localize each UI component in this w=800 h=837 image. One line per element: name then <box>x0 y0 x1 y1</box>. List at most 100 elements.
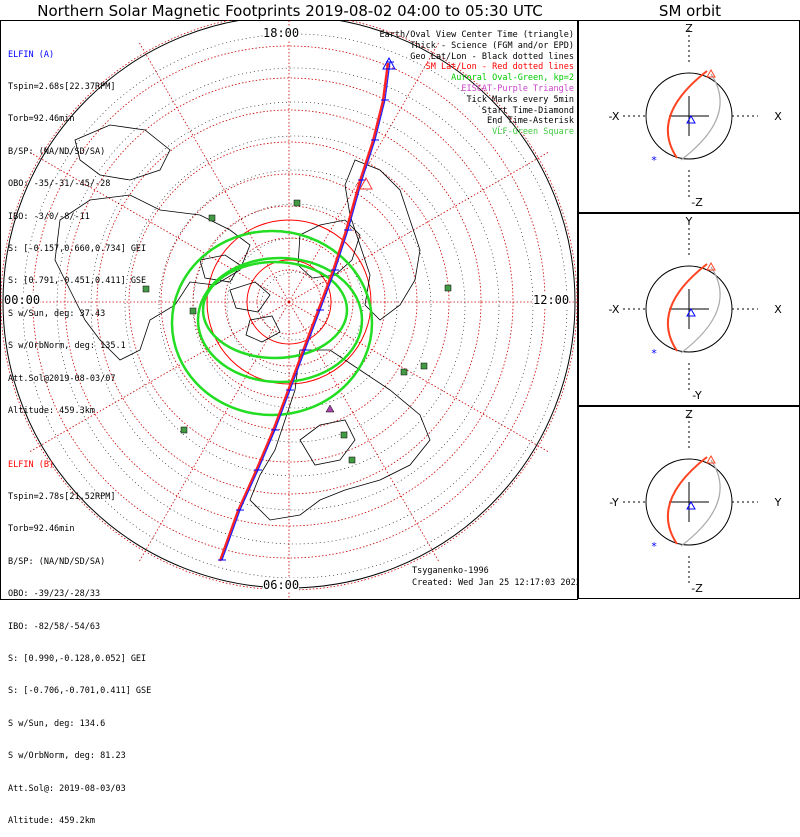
orbit-triangle-b <box>706 261 716 271</box>
orbit-asterisk: * <box>651 347 658 360</box>
orbit-title: SM orbit <box>658 2 722 20</box>
elfin-b-line: B/SP: (NA/ND/SD/SA) <box>8 556 106 567</box>
orbit-panel: Y -Y -X X * <box>578 213 800 406</box>
orbit-triangle-a <box>686 114 696 124</box>
elfin-b-track <box>218 62 390 562</box>
coastline-siberia <box>344 159 421 321</box>
geo-lat-circle <box>192 203 398 409</box>
elfin-a-line: IBO: -3/0/-8/-11 <box>8 211 90 222</box>
sm-lat-circle <box>160 173 418 431</box>
orbit-triangle-b <box>706 454 716 464</box>
elfin-b-center-triangle <box>359 176 373 190</box>
elfin-b-line: S w/Sun, deg: 134.6 <box>8 718 106 729</box>
coastline-scandinavia <box>299 419 356 466</box>
legend-entry: Earth/Oval View Center Time (triangle) <box>379 30 574 40</box>
vlf-square <box>400 368 408 376</box>
axis-label-right: Y <box>774 496 782 509</box>
elfin-b-line: OBO: -39/23/-28/33 <box>8 589 101 600</box>
sm-lon-line <box>288 301 440 563</box>
coastline-canadian-islands <box>199 254 281 343</box>
legend-entry: EISCAT-Purple Triangle <box>461 83 574 94</box>
elfin-b-line: S w/OrbNorm, deg: 81.23 <box>8 751 126 762</box>
elfin-a-line: Tspin=2.68s[22.37RPM] <box>8 81 116 92</box>
elfin-a-line: OBO: -35/-31/-45/-28 <box>8 179 111 190</box>
eiscat-markers <box>325 404 335 413</box>
legend-entry: End Time-Asterisk <box>487 116 574 127</box>
elfin-b-orbit <box>667 70 708 159</box>
legend-entry: Thick - Science (FGM and/or EPD) <box>410 40 574 51</box>
legend-entry: VLF-Green Square <box>492 127 574 138</box>
axis-label-top: Y <box>685 215 693 228</box>
elfin-a-center-triangle <box>382 56 396 70</box>
elfin-a-line: S: [0.791,-0.451,0.411] GSE <box>8 276 147 287</box>
vlf-square <box>180 426 188 434</box>
elfin-b-line: Att.Sol@: 2019-08-03/03 <box>8 783 126 794</box>
elfin-a-orbit <box>680 73 721 161</box>
orbit-triangle-a <box>686 307 696 317</box>
axis-label-bottom: -Z <box>691 196 703 209</box>
auroral-oval-outer <box>170 229 374 417</box>
hour-label-right: 12:00 <box>533 293 570 307</box>
vlf-square <box>340 431 348 439</box>
auroral-oval-mid <box>201 260 349 360</box>
legend-entry: Start Time-Diamond <box>481 105 574 116</box>
axis-label-left: -Y <box>609 496 619 509</box>
vlf-square <box>444 284 452 292</box>
orbit-asterisk: * <box>651 154 658 167</box>
legend-entry: Auroral Oval-Green, kp=2 <box>451 73 574 84</box>
elfin-b-line: Altitude: 459.2km <box>8 815 95 826</box>
vlf-square <box>293 199 301 207</box>
orbit-panel: Z -Z -Y Y * <box>578 406 800 599</box>
elfin-b-info: ELFIN (B) Tspin=2.78s[21.52RPM] Torb=92.… <box>8 438 151 837</box>
elfin-a-orbit <box>680 459 721 547</box>
sm-lon-line <box>288 41 440 303</box>
sm-lon-line <box>28 301 290 453</box>
elfin-a-line: Torb=92.46min <box>8 114 75 125</box>
geo-lat-circle <box>226 237 364 375</box>
vlf-stations <box>142 199 452 464</box>
axis-label-right: X <box>774 303 782 316</box>
vlf-square <box>420 362 428 370</box>
axis-label-bottom: -Y <box>692 389 702 402</box>
elfin-a-line: S w/OrbNorm, deg: 135.1 <box>8 341 126 352</box>
hour-label-top: 18:00 <box>263 26 300 40</box>
legend-entry: Tick Marks every 5min <box>466 94 574 105</box>
elfin-b-line: IBO: -82/58/-54/63 <box>8 621 101 632</box>
geo-lat-circle <box>260 271 330 341</box>
elfin-a-line: S: [-0.157,0.660,0.734] GEI <box>8 243 147 254</box>
auroral-oval-inner <box>196 256 364 384</box>
vlf-square <box>142 285 150 293</box>
elfin-a-name: ELFIN (A) <box>8 49 55 60</box>
page-title: Northern Solar Magnetic Footprints 2019-… <box>37 2 543 20</box>
elfin-b-line: Torb=92.46min <box>8 524 75 535</box>
sm-lon-line <box>288 301 550 453</box>
orbit-panel: Z -Z -X X * <box>578 20 800 213</box>
geo-lat-circle <box>90 101 500 511</box>
auroral-ovals <box>170 229 374 417</box>
legend-entry: Geo Lat/Lon - Black dotted lines <box>410 51 574 62</box>
elfin-a-line: Altitude: 459.3km <box>8 405 95 416</box>
axis-label-right: X <box>774 110 782 123</box>
elfin-b-orbit <box>667 456 708 545</box>
orbit-asterisk: * <box>651 540 658 553</box>
vlf-square <box>208 214 216 222</box>
vlf-square <box>189 307 197 315</box>
elfin-b-line: Tspin=2.78s[21.52RPM] <box>8 491 116 502</box>
sm-lon-line <box>28 151 290 303</box>
coastline-alaska <box>74 124 171 181</box>
axis-label-left: -X <box>609 110 620 123</box>
legend: Earth/Oval View Center Time (triangle) Th… <box>380 30 574 138</box>
sm-inner-circle <box>206 219 372 385</box>
elfin-b-name: ELFIN (B) <box>8 459 55 470</box>
orbit-triangle-b <box>706 68 716 78</box>
axis-label-left: -X <box>609 303 620 316</box>
elfin-a-info: ELFIN (A) Tspin=2.68s[22.37RPM] Torb=92.… <box>8 28 146 427</box>
sm-pole-circle <box>246 259 332 345</box>
elfin-a-orbit <box>680 266 721 354</box>
elfin-b-orbit <box>667 263 708 352</box>
sm-lat-circle <box>96 109 482 495</box>
footprint-tracks <box>218 56 396 562</box>
elfin-a-line: S w/Sun, deg: 37.43 <box>8 308 106 319</box>
geo-lat-circle <box>124 135 466 477</box>
coastline-north-america <box>54 194 251 361</box>
